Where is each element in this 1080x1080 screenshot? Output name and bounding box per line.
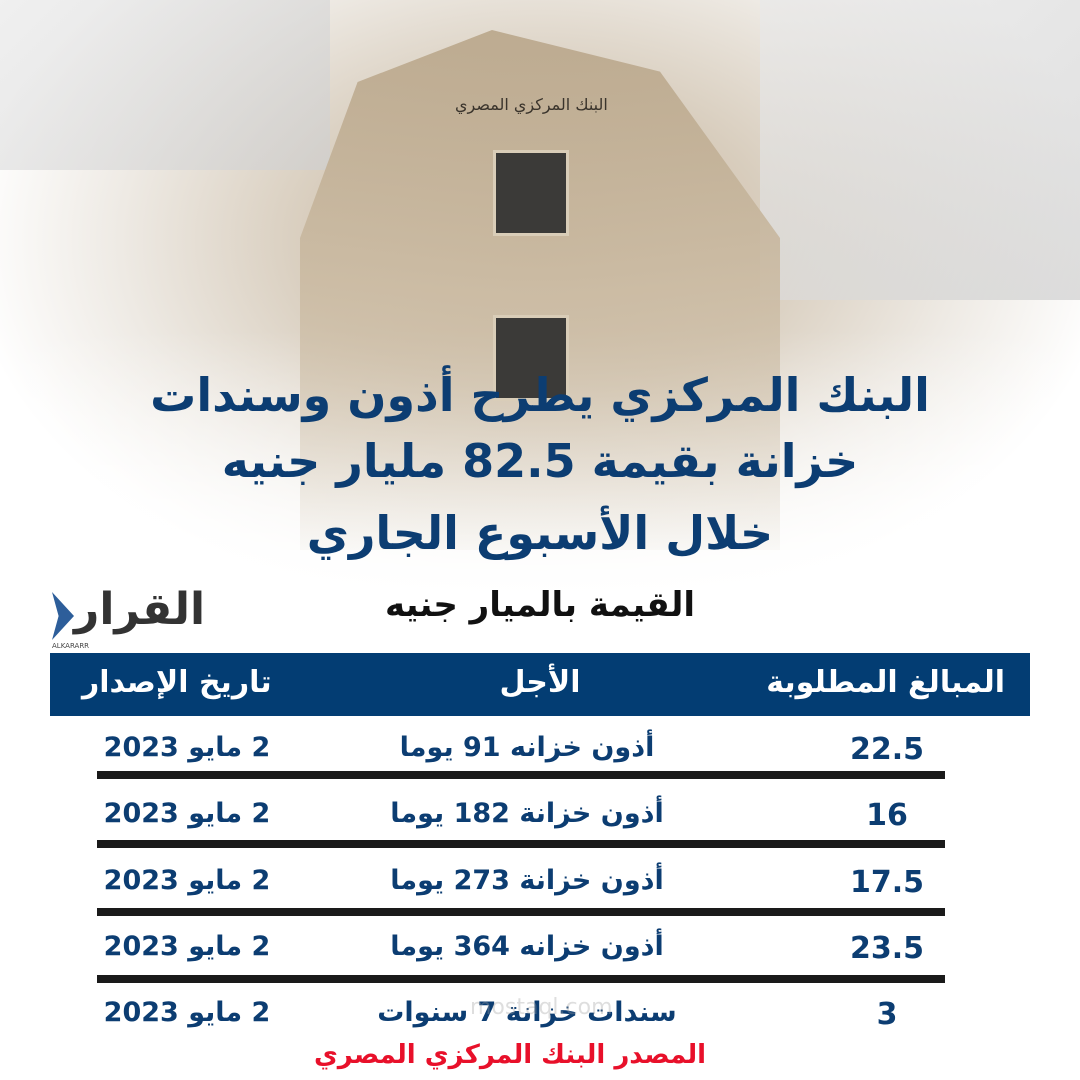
cell-date: 2 مايو 2023 [103,931,271,962]
cell-term: أذون خزانة 182 يوما [390,798,664,829]
header-amount: المبالغ المطلوبة [766,665,1005,700]
building-window [493,315,569,401]
row-divider [97,771,945,779]
header-term: الأجل [499,665,581,700]
source-note: المصدر البنك المركزي المصري [313,1040,707,1070]
logo-latin: ALKARARR [52,642,90,650]
logo-chevron-icon [52,592,74,640]
bank-sign: البنك المركزي المصري [455,95,608,114]
cell-term: أذون خزانة 273 يوما [390,865,664,896]
cell-date: 2 مايو 2023 [103,865,271,896]
row-divider [97,975,945,983]
cell-amount: 16 [866,798,908,833]
watermark: mostaql.com [470,995,613,1020]
table-row: 17.5 أذون خزانة 273 يوما 2 مايو 2023 [97,853,945,913]
cell-amount: 23.5 [849,931,925,966]
table-row: 23.5 أذون خزانه 364 يوما 2 مايو 2023 [97,919,945,979]
money-stack-left [0,0,330,170]
building-window [493,150,569,236]
row-divider [97,840,945,848]
header-date: تاريخ الإصدار [82,665,272,700]
table-row: 22.5 أذون خزانه 91 يوما 2 مايو 2023 [97,720,945,780]
headline-line-1: البنك المركزي يطرح أذون وسندات [150,368,930,422]
cell-amount: 3 [876,997,898,1032]
row-divider [97,908,945,916]
unit-subtitle: القيمة بالميار جنيه [384,585,696,625]
cell-date: 2 مايو 2023 [103,732,271,763]
table-row: 16 أذون خزانة 182 يوما 2 مايو 2023 [97,786,945,846]
headline-line-3: خلال الأسبوع الجاري [306,506,774,560]
headline-line-2: خزانة بقيمة 82.5 مليار جنيه [221,434,859,488]
cell-date: 2 مايو 2023 [103,798,271,829]
cell-term: أذون خزانه 364 يوما [390,931,664,962]
table-header: المبالغ المطلوبة الأجل تاريخ الإصدار [50,653,1030,716]
table-row: 3 سندات خزانة 7 سنوات 2 مايو 2023 [97,985,945,1045]
logo-text: القرار [74,584,206,635]
money-stack-right [760,0,1080,300]
cell-date: 2 مايو 2023 [103,997,271,1028]
cell-term: أذون خزانه 91 يوما [399,732,655,763]
cell-term: سندات خزانة 7 سنوات [377,997,677,1028]
cell-amount: 17.5 [849,865,925,900]
cell-amount: 22.5 [849,732,925,767]
alkarar-logo: القرار ALKARARR [52,584,232,650]
